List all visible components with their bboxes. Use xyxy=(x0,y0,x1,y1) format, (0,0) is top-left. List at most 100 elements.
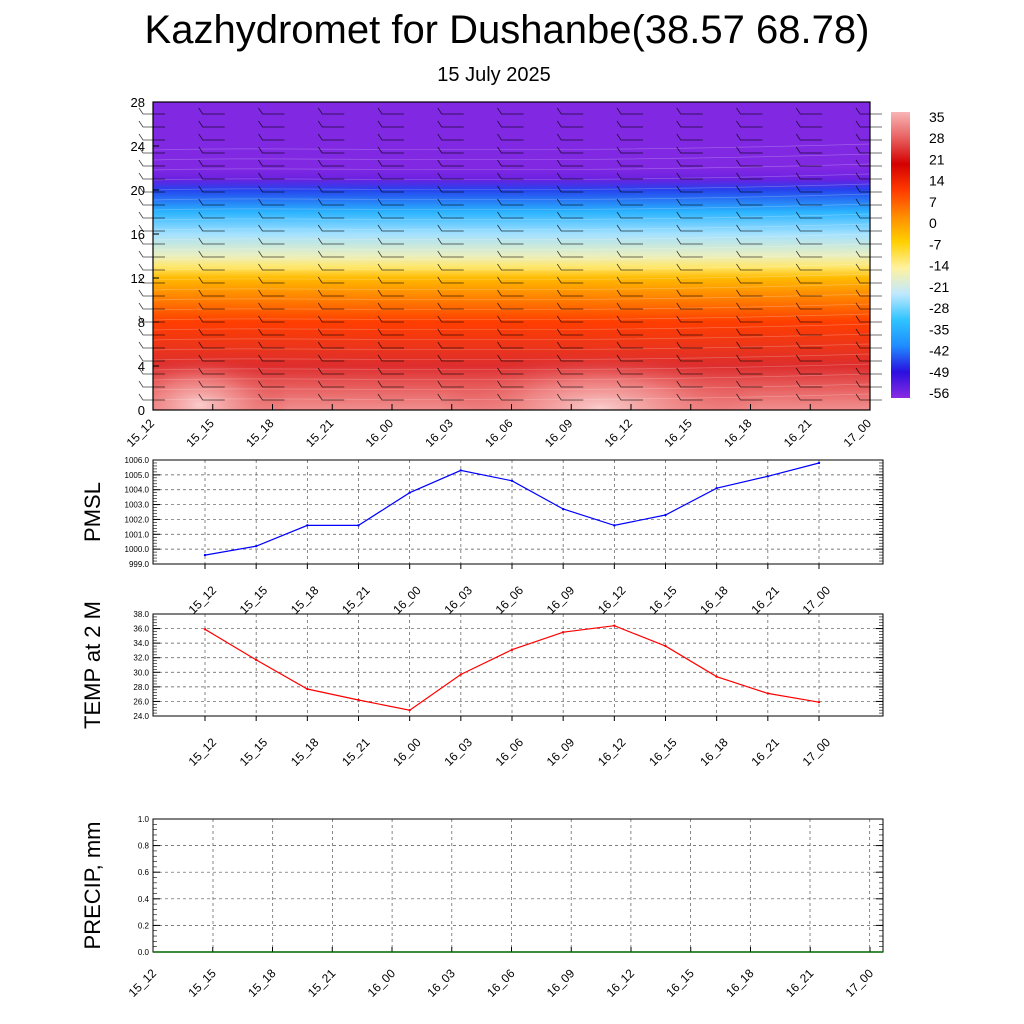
wind-barb xyxy=(736,276,763,284)
wind-barb xyxy=(258,328,285,336)
wind-barb xyxy=(258,120,285,128)
wind-barb xyxy=(497,107,524,115)
data-point xyxy=(408,491,411,494)
wind-barb xyxy=(676,328,703,336)
x-tick-label: 16_15 xyxy=(663,966,697,1000)
y-tick-label: 8 xyxy=(138,315,145,330)
wind-barb xyxy=(736,393,763,401)
wind-barb xyxy=(676,367,703,375)
wind-barb xyxy=(616,159,643,167)
x-tick-label: 16_09 xyxy=(544,966,578,1000)
wind-barb xyxy=(497,289,524,297)
panel-frame xyxy=(152,818,884,953)
wind-barb xyxy=(258,354,285,362)
wind-barb xyxy=(437,341,464,349)
x-tick-label: 15_18 xyxy=(243,416,277,450)
wind-barb xyxy=(795,133,823,141)
wind-barb xyxy=(676,198,703,206)
x-tick-label: 15_15 xyxy=(185,966,219,1000)
wind-barb xyxy=(198,289,225,297)
wind-barb xyxy=(138,276,165,284)
wind-barb xyxy=(198,276,225,284)
wind-barb xyxy=(676,237,703,245)
wind-barb xyxy=(616,120,643,128)
contour-line xyxy=(152,143,871,151)
contour-line xyxy=(152,193,871,201)
y-tick-label: 24.0 xyxy=(133,712,149,721)
colorbar-label: -56 xyxy=(929,385,949,401)
x-tick-label: 16_21 xyxy=(781,416,815,450)
y-tick-label: 0.6 xyxy=(138,868,150,877)
wind-barb xyxy=(497,237,524,245)
data-point xyxy=(561,631,565,634)
wind-barb xyxy=(855,263,882,271)
colorbar-label: 14 xyxy=(929,173,945,189)
x-tick-label: 16_18 xyxy=(723,966,757,1000)
wind-barb xyxy=(377,224,404,232)
contour-line xyxy=(152,373,871,381)
wind-barb xyxy=(736,146,763,154)
x-tick-label: 16_18 xyxy=(697,735,731,769)
wind-barb xyxy=(556,341,584,349)
wind-barb xyxy=(855,146,882,154)
y-tick-label: 16 xyxy=(131,227,145,242)
wind-barb xyxy=(138,133,165,141)
wind-barb xyxy=(258,341,285,349)
wind-barb xyxy=(676,341,703,349)
wind-barb xyxy=(556,315,584,323)
wind-barb xyxy=(616,341,643,349)
wind-barb xyxy=(437,354,464,362)
wind-barb xyxy=(795,302,823,310)
data-point xyxy=(664,644,667,648)
x-tick-label: 15_18 xyxy=(245,966,279,1000)
wind-barb xyxy=(198,120,225,128)
contour-line xyxy=(152,163,871,171)
contour-line xyxy=(152,153,871,161)
wind-barb xyxy=(198,107,225,115)
y-tick-label: 32.0 xyxy=(133,654,149,663)
wind-barb xyxy=(258,393,285,401)
contour-line xyxy=(152,383,871,391)
data-point xyxy=(459,673,463,676)
wind-barb xyxy=(497,302,524,310)
wind-barb xyxy=(138,250,165,258)
wind-barb xyxy=(676,263,703,271)
wind-barb xyxy=(855,289,882,297)
x-tick-label: 16_18 xyxy=(697,583,731,617)
x-tick-label: 16_00 xyxy=(390,735,424,769)
wind-barb xyxy=(795,159,823,167)
wind-barb xyxy=(437,211,464,219)
x-tick-label: 15_12 xyxy=(186,583,220,617)
wind-barb xyxy=(497,393,524,401)
wind-barb xyxy=(377,302,404,310)
panel-frame xyxy=(152,459,884,565)
contour-line xyxy=(152,263,871,271)
wind-barb xyxy=(317,159,345,167)
precip-plot: 0.0 0.2 0.4 0.6 0.8 1.0 15_12 15_15 15_18 15_21 16… xyxy=(80,815,884,1000)
wind-barb xyxy=(437,107,464,115)
wind-barb xyxy=(736,120,763,128)
wind-barb xyxy=(556,159,584,167)
wind-barb xyxy=(616,393,643,401)
x-tick-label: 16_06 xyxy=(484,966,518,1000)
x-tick-label: 17_00 xyxy=(843,966,877,1000)
wind-barb xyxy=(258,250,285,258)
colorbar-gradient xyxy=(891,112,910,398)
colorbar-label: 0 xyxy=(929,215,937,231)
wind-barb xyxy=(676,107,703,115)
wind-barb xyxy=(138,380,165,388)
wind-barb xyxy=(676,289,703,297)
data-point xyxy=(561,507,565,511)
wind-barb xyxy=(676,224,703,232)
colorbar-label: 7 xyxy=(929,194,937,210)
wind-barb xyxy=(138,289,165,297)
contour-line xyxy=(152,333,871,341)
wind-barb xyxy=(616,354,643,362)
wind-barb xyxy=(795,380,823,388)
wind-barb xyxy=(317,380,345,388)
wind-barb xyxy=(736,250,763,258)
y-tick-label: 1005.0 xyxy=(125,471,150,480)
wind-barb xyxy=(138,393,165,401)
wind-barb xyxy=(437,185,464,193)
data-point xyxy=(766,475,770,478)
